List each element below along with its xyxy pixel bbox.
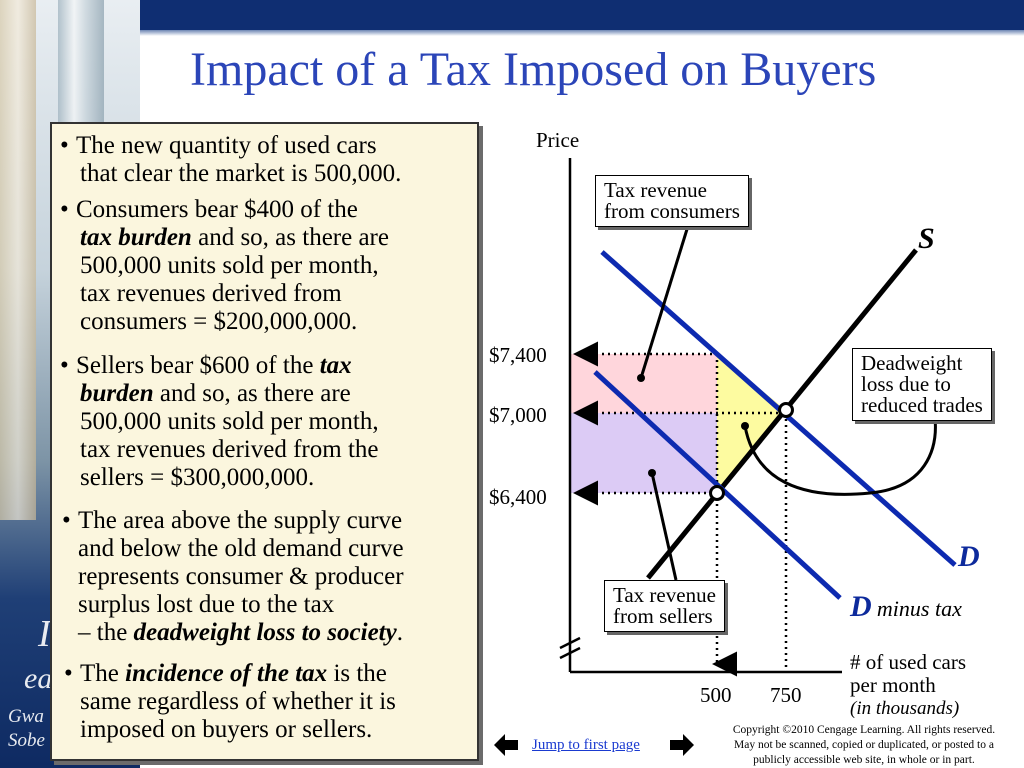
bullet-line: imposed on buyers or sellers. (80, 716, 373, 743)
consumer-tax-revenue-area (571, 354, 717, 413)
demand-curve-label: D (958, 540, 980, 573)
bullet-line: represents consumer & producer (78, 563, 404, 590)
copyright-line: May not be scanned, copied or duplicated… (734, 739, 994, 751)
qty-label-500: 500 (700, 683, 732, 707)
copyright-line: publicly accessible web site, in whole o… (753, 754, 975, 766)
bullet-line: The area above the supply curve (78, 507, 403, 534)
supply-curve-label: S (918, 222, 935, 255)
bullet-sellers-burden: • Sellers bear $600 of the tax burden an… (60, 352, 470, 492)
sidebar-faint-text: Sobe (8, 730, 45, 751)
bullet-incidence: • The incidence of the tax is the same r… (64, 660, 474, 744)
bullet-text: . (396, 619, 403, 646)
x-axis-unit: (in thousands) (850, 698, 960, 719)
bullet-line: that clear the market is 500,000. (80, 160, 402, 187)
bullet-line: 500,000 units sold per month, (80, 408, 379, 435)
bullet-marker: • (62, 507, 71, 534)
pointer-dot (741, 422, 749, 430)
emphasis-deadweight-loss: deadweight loss to society (133, 619, 397, 646)
price-label-7000: $7,000 (489, 403, 547, 427)
bullet-line: – the deadweight loss to society. (62, 619, 472, 647)
emphasis-tax-burden: tax burden (80, 224, 192, 251)
bullet-consumers-burden: • Consumers bear $400 of the tax burden … (60, 196, 470, 336)
demand-minus-tax-curve (593, 370, 842, 600)
jump-to-first-page-link[interactable]: Jump to first page (532, 737, 640, 753)
emphasis-incidence: incidence of the tax (125, 660, 328, 687)
axis-break-mark (559, 646, 581, 660)
axis-break-mark (559, 636, 581, 650)
bullet-line: The new quantity of used cars (76, 132, 377, 159)
demand-minus-tax-letter: D (850, 590, 872, 623)
bullet-line: tax burden and so, as there are (60, 224, 470, 252)
x-axis-label: # of used cars (850, 650, 967, 674)
callout-line: Tax revenue (604, 178, 707, 202)
bullet-line: burden and so, as there are (60, 380, 470, 408)
bullet-text: – the (78, 619, 134, 646)
header-bar (140, 0, 1024, 30)
bullet-text: is the (327, 660, 387, 687)
price-label-7400: $7,400 (489, 343, 547, 367)
demand-minus-tax-label: D minus tax (850, 590, 962, 624)
qty-label-750: 750 (770, 683, 802, 707)
bullet-text: Sellers bear $600 of the (76, 352, 320, 379)
deadweight-loss-area (717, 354, 786, 493)
bullet-marker: • (60, 196, 69, 223)
callout-deadweight-loss: Deadweight loss due to reduced trades (852, 348, 992, 421)
pointer-sellers (650, 472, 678, 581)
bullet-new-quantity: • The new quantity of used cars that cle… (60, 132, 470, 188)
emphasis-tax: tax (319, 352, 352, 379)
callout-line: reduced trades (861, 393, 983, 417)
callout-line: Deadweight (861, 351, 963, 375)
bullet-text: The (80, 660, 126, 687)
pointer-deadweight (743, 417, 937, 496)
header-bar-fade (140, 30, 1024, 36)
bullet-line: The incidence of the tax is the (64, 660, 474, 688)
copyright-line: Copyright ©2010 Cengage Learning. All ri… (732, 724, 996, 736)
new-equilibrium-point (709, 485, 725, 501)
bullet-line: consumers = $200,000,000. (80, 308, 358, 335)
bullet-deadweight: • The area above the supply curve and be… (62, 507, 472, 647)
column-decoration (0, 0, 36, 520)
next-arrow-icon[interactable] (670, 734, 694, 756)
bullet-marker: • (60, 352, 69, 379)
bullet-marker: • (64, 660, 73, 687)
sidebar-faint-text: Gwa (8, 706, 44, 727)
sidebar-faint-text: ea (24, 662, 53, 695)
pointer-dot (637, 374, 645, 382)
bullet-line: tax revenues derived from the (80, 436, 379, 463)
callout-line: from sellers (613, 604, 713, 628)
x-axis-label: per month (850, 673, 936, 697)
bullet-line: Sellers bear $600 of the tax (60, 352, 470, 380)
seller-tax-revenue-area (571, 413, 717, 493)
callout-line: from consumers (604, 199, 740, 223)
bullet-line: Consumers bear $400 of the (76, 196, 358, 223)
demand-minus-tax-suffix: minus tax (876, 596, 962, 621)
previous-arrow-icon[interactable] (494, 734, 518, 756)
callout-line: Tax revenue (613, 583, 716, 607)
copyright-notice: Copyright ©2010 Cengage Learning. All ri… (704, 723, 1024, 768)
pointer-consumers (639, 225, 690, 379)
callout-line: loss due to (861, 372, 951, 396)
bullet-line: same regardless of whether it is (80, 688, 396, 715)
price-label-6400: $6,400 (489, 485, 547, 509)
pointer-dot (648, 469, 656, 477)
bullet-line: tax revenues derived from (80, 280, 342, 307)
callout-tax-revenue-consumers: Tax revenue from consumers (595, 175, 749, 227)
bullet-line: sellers = $300,000,000. (80, 464, 315, 491)
emphasis-burden: burden (80, 380, 154, 407)
bullet-text: and so, as there are (191, 224, 389, 251)
old-equilibrium-point (778, 402, 794, 418)
bullet-line: and below the old demand curve (78, 535, 404, 562)
slide-title: Impact of a Tax Imposed on Buyers (190, 43, 877, 96)
sidebar-faint-text: I (38, 613, 51, 655)
callout-tax-revenue-sellers: Tax revenue from sellers (604, 580, 725, 632)
bullet-line: surplus lost due to the tax (78, 591, 335, 618)
y-axis-label: Price (536, 128, 580, 152)
bullet-text: and so, as there are (153, 380, 351, 407)
bullet-marker: • (60, 132, 69, 159)
bullet-line: 500,000 units sold per month, (80, 252, 379, 279)
explanation-textbox: • The new quantity of used cars that cle… (50, 122, 479, 761)
